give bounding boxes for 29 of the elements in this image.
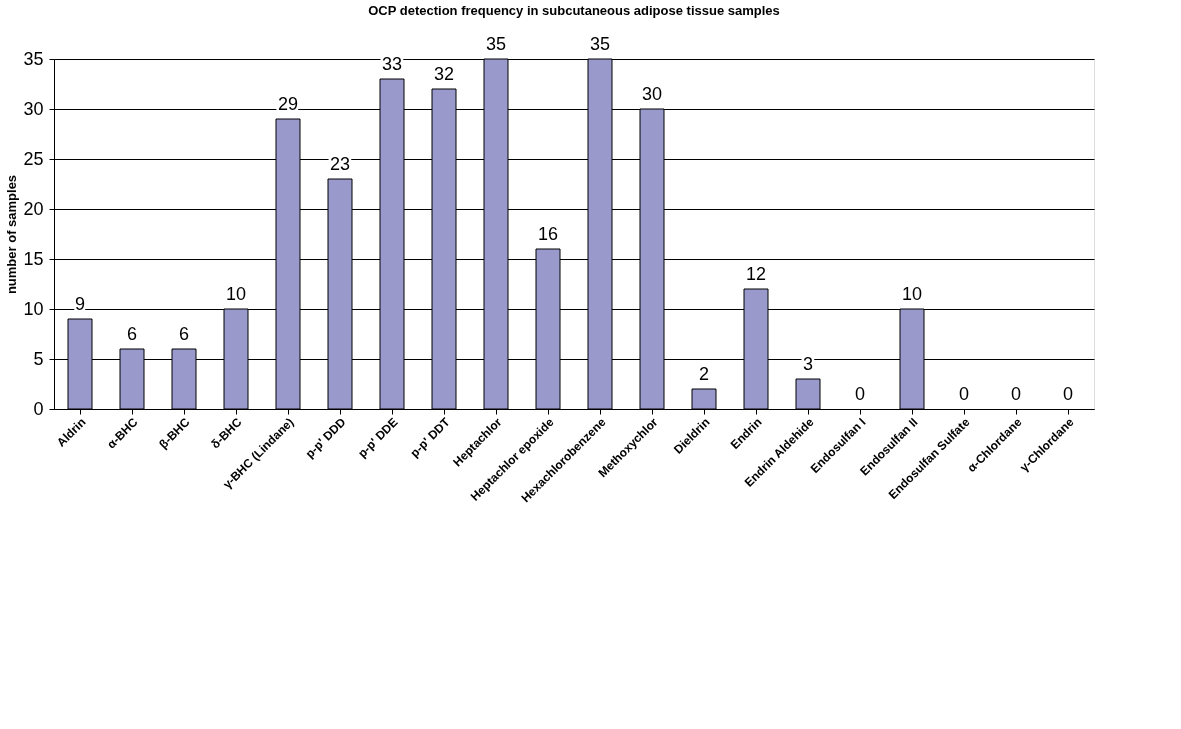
y-tick-label: 10 xyxy=(23,298,44,319)
data-label: 35 xyxy=(485,34,507,54)
data-label: 6 xyxy=(178,324,190,344)
data-label: 2 xyxy=(698,364,710,384)
y-tick-label: 15 xyxy=(23,248,44,269)
data-label: 0 xyxy=(1062,384,1074,404)
data-label: 33 xyxy=(381,54,403,74)
y-tick-label: 30 xyxy=(23,98,44,119)
y-axis-title: number of samples xyxy=(4,174,20,295)
y-tick-label: 20 xyxy=(23,198,44,219)
y-tick-label: 35 xyxy=(23,48,44,69)
data-label: 10 xyxy=(225,284,247,304)
data-label: 32 xyxy=(433,64,455,84)
data-label: 16 xyxy=(537,224,559,244)
data-label: 0 xyxy=(1010,384,1022,404)
data-label: 10 xyxy=(901,284,923,304)
data-label: 23 xyxy=(329,154,351,174)
y-tick-label: 5 xyxy=(33,348,44,369)
data-label: 6 xyxy=(126,324,138,344)
data-label: 0 xyxy=(854,384,866,404)
data-label: 12 xyxy=(745,264,767,284)
data-label: 0 xyxy=(958,384,970,404)
chart-title: OCP detection frequency in subcutaneous adipose tissue samples xyxy=(368,3,780,18)
y-tick-label: 25 xyxy=(23,148,44,169)
data-label: 3 xyxy=(802,354,814,374)
data-label: 9 xyxy=(74,294,86,314)
y-tick-label: 0 xyxy=(33,398,44,419)
data-label: 35 xyxy=(589,34,611,54)
data-label: 30 xyxy=(641,84,663,104)
